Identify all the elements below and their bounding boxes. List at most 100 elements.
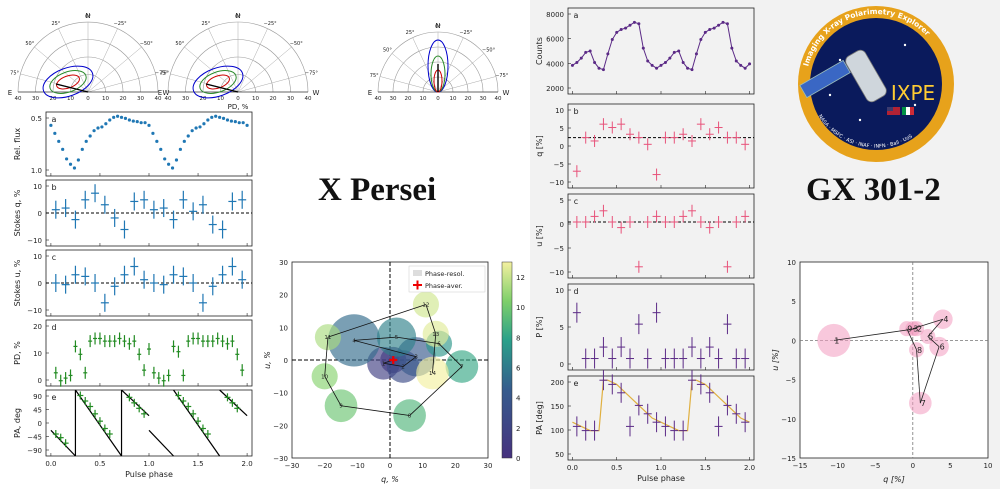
- xper_pd-panel: d PD, % 20 10 0: [13, 319, 253, 387]
- gx_u-panel: c u [%] 5 0 −5 −10: [535, 193, 755, 279]
- xper_u-y-label: Stokes u, %: [13, 259, 22, 306]
- gx-qu-xtick-label: 5: [948, 462, 952, 470]
- counts-point: [677, 49, 681, 53]
- gx-qu-path-arrow: [906, 328, 917, 350]
- flux-point: [163, 157, 167, 161]
- gx-qu-x-label: q [%]: [883, 475, 904, 484]
- gx_pa-xtick-label: 1.5: [700, 464, 711, 472]
- counts-point: [730, 46, 734, 50]
- qu-legend-label-aver: Phase-aver.: [425, 282, 463, 290]
- polar-plot-2: NE W25°0°−25°50° −50°75° −75°40 30 20 10 0 10 20 3…: [158, 12, 320, 111]
- polar-angle-tick: −50°: [482, 48, 496, 54]
- xper_flux-y-label: Rel. flux: [13, 128, 22, 161]
- qu-point-label: 4: [352, 338, 356, 344]
- flux-point: [190, 129, 194, 133]
- xper_pa-ytick-label: −90: [27, 447, 42, 455]
- pa-model-segment: [74, 389, 123, 457]
- counts-point: [619, 28, 623, 31]
- xper_q-ytick-label: −10: [27, 237, 42, 245]
- polar-angle-tick: 75°: [160, 70, 169, 76]
- gx_q-ytick-label: −10: [549, 179, 564, 187]
- polar-north-label: N: [85, 12, 90, 20]
- gx-qu-ytick-label: 10: [787, 259, 796, 267]
- counts-point: [717, 23, 721, 27]
- logo-star: [903, 43, 907, 47]
- counts-point: [624, 26, 628, 30]
- logo-flag-it-white: [906, 107, 910, 115]
- qu-path-arrow: [340, 405, 410, 416]
- flux-point: [143, 121, 147, 125]
- flux-point: [245, 123, 249, 127]
- counts-point: [668, 56, 672, 60]
- pa-model-segment: [173, 389, 221, 457]
- gx-qu-point-label: 7: [921, 399, 926, 408]
- xper_pa-xtick-label: 0.0: [45, 460, 56, 468]
- gx-qu-xtick-label: 0: [911, 462, 915, 470]
- counts-point: [641, 46, 645, 50]
- polar-contour: [42, 65, 94, 99]
- gx-qu-xtick-label: −5: [870, 462, 880, 470]
- flux-point: [68, 162, 73, 166]
- qu-xtick-label: −30: [285, 462, 300, 470]
- xper_pa-y-label: PA, deg: [13, 408, 22, 438]
- qu-ytick-label: 0: [284, 357, 288, 365]
- gx_counts-y-label: Counts: [535, 37, 544, 65]
- counts-point: [593, 60, 597, 64]
- counts-point: [739, 63, 743, 67]
- polar-contour: [49, 70, 87, 94]
- gx_u-ytick-label: −5: [554, 245, 564, 253]
- polar-r-tick: 10: [67, 96, 74, 102]
- polar-west-label: W: [313, 89, 320, 97]
- polar-r-tick: 10: [102, 96, 109, 102]
- logo-flag-it-red: [910, 107, 914, 115]
- gx-qu-xtick-label: −15: [793, 462, 808, 470]
- flux-point: [182, 139, 186, 143]
- xper-title: X Persei: [318, 172, 437, 208]
- logo-spacecraft-body: [845, 49, 887, 103]
- polar-r-tick: 20: [50, 96, 57, 102]
- gx_u-ytick-label: 5: [560, 197, 564, 205]
- xper_q-ytick-label: 0: [38, 210, 42, 218]
- qu-point-label: 3: [414, 355, 418, 361]
- polar-r-tick: 0: [236, 96, 240, 102]
- qu-phase-aver-marker: [389, 356, 398, 364]
- gx_pa-y-label: PA [deg]: [535, 401, 544, 435]
- polar-angle-tick: −50°: [290, 41, 304, 47]
- gx-qu-frame: [799, 261, 989, 459]
- counts-point: [646, 59, 650, 63]
- qu-path-arrow: [432, 333, 437, 374]
- flux-point: [104, 122, 108, 126]
- xper_q-panel-letter: b: [51, 183, 56, 192]
- counts-point: [712, 26, 716, 30]
- counts-point: [686, 66, 690, 70]
- polar-r-tick: 20: [120, 96, 127, 102]
- qu-path-arrow: [438, 343, 463, 367]
- polar-r-tick: 30: [390, 96, 397, 102]
- flux-point: [210, 115, 214, 119]
- xper_pa-xtick-label: 0.5: [94, 460, 105, 468]
- counts-point: [601, 68, 605, 72]
- gx_q-frame: [567, 103, 755, 189]
- gx-qu-error-circle: [899, 321, 915, 337]
- gx-qu-point-label: 6: [940, 343, 945, 352]
- polar-r-tick: 10: [217, 96, 224, 102]
- qu-xtick-label: 0: [388, 462, 392, 470]
- gx-qu-path-arrow: [927, 336, 940, 347]
- gx_pa-xtick-label: 0.5: [611, 464, 622, 472]
- qu-path-arrow: [425, 304, 437, 334]
- polar-r-tick: 20: [405, 96, 412, 102]
- gx_pd-ytick-label: 0: [560, 361, 564, 369]
- gx-qu-xtick-label: 10: [984, 462, 993, 470]
- xper_flux-panel-letter: a: [52, 115, 57, 124]
- counts-point: [708, 28, 712, 31]
- xper_pd-panel-letter: d: [51, 323, 56, 332]
- xper_flux-panel: a Rel. flux 0.5 1.0: [13, 111, 253, 177]
- flux-point: [49, 123, 53, 127]
- qu-point-label: 5: [395, 335, 399, 341]
- polar-contour: [199, 70, 237, 94]
- counts-point: [659, 63, 663, 67]
- polar-angle-tick: 0°: [85, 14, 91, 20]
